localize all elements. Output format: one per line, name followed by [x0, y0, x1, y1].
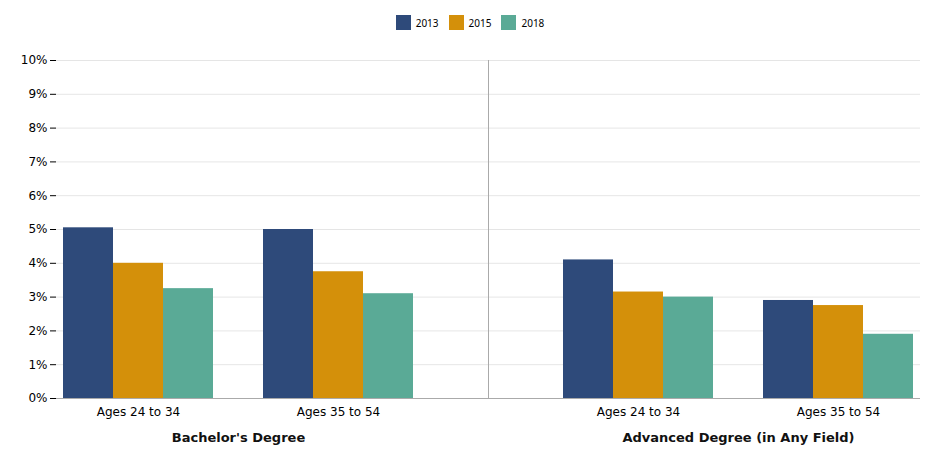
html-text:2015: 2015 — [468, 15, 492, 30]
svg-text:Ages 35 to 54: Ages 35 to 54 — [297, 405, 381, 419]
svg-text:1%: 1% — [28, 358, 47, 372]
svg-text:6%: 6% — [28, 189, 47, 203]
svg-text:5%: 5% — [28, 222, 47, 236]
svg-text:4%: 4% — [28, 256, 47, 270]
svg-text:10%: 10% — [21, 53, 48, 67]
svg-text:8%: 8% — [28, 121, 47, 135]
svg-text:2%: 2% — [28, 324, 47, 338]
svg-text:Bachelor's Degree: Bachelor's Degree — [172, 430, 306, 445]
html-text:2013: 2013 — [415, 15, 439, 30]
svg-text:9%: 9% — [28, 87, 47, 101]
svg-text:0%: 0% — [28, 391, 47, 405]
svg-text:Ages 24 to 34: Ages 24 to 34 — [597, 405, 681, 419]
svg-text:7%: 7% — [28, 155, 47, 169]
html-text:2018: 2018 — [521, 15, 545, 30]
svg-text:Advanced Degree (in Any Field): Advanced Degree (in Any Field) — [622, 430, 854, 445]
svg-text:3%: 3% — [28, 290, 47, 304]
svg-text:Ages 24 to 34: Ages 24 to 34 — [97, 405, 181, 419]
svg-text:Ages 35 to 54: Ages 35 to 54 — [797, 405, 881, 419]
